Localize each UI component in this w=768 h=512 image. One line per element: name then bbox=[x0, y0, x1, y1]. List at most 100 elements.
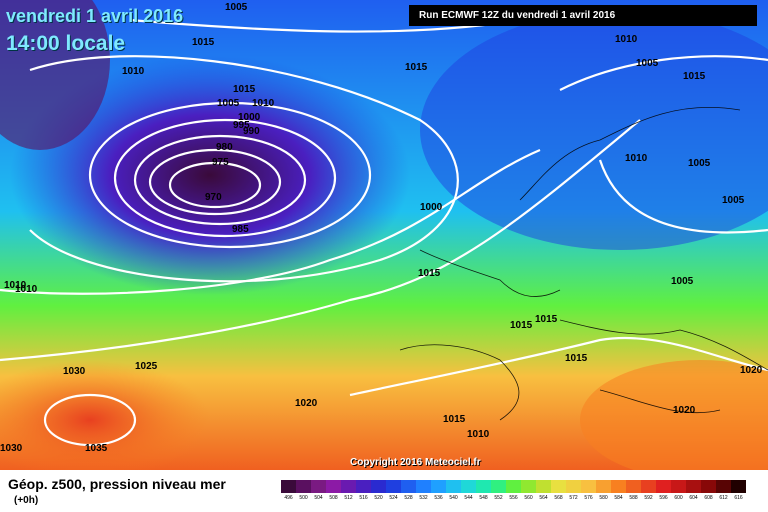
isobar-labels: 1005 1015 1010 1015 1010 1005 1015 1010 … bbox=[0, 2, 763, 454]
scale-tick-label: 528 bbox=[404, 495, 413, 500]
scale-swatch bbox=[641, 480, 656, 493]
geopotential-map: 1005 1015 1010 1015 1010 1005 1015 1010 … bbox=[0, 0, 768, 470]
scale-tick-label: 600 bbox=[674, 495, 683, 500]
scale-swatch bbox=[701, 480, 716, 493]
svg-text:1025: 1025 bbox=[135, 361, 158, 372]
scale-swatch bbox=[626, 480, 641, 493]
svg-text:1015: 1015 bbox=[192, 37, 215, 48]
svg-text:1005: 1005 bbox=[671, 276, 694, 287]
svg-text:1005: 1005 bbox=[636, 58, 659, 69]
svg-text:1015: 1015 bbox=[510, 320, 533, 331]
scale-swatch bbox=[596, 480, 611, 493]
scale-tick-label: 544 bbox=[464, 495, 473, 500]
scale-swatch bbox=[611, 480, 626, 493]
scale-tick-label: 552 bbox=[494, 495, 503, 500]
svg-text:1030: 1030 bbox=[63, 366, 86, 377]
scale-tick-label: 540 bbox=[449, 495, 458, 500]
scale-swatch bbox=[371, 480, 386, 493]
svg-text:970: 970 bbox=[205, 192, 222, 203]
scale-swatch bbox=[716, 480, 731, 493]
scale-tick-label: 508 bbox=[329, 495, 338, 500]
svg-text:1015: 1015 bbox=[535, 314, 558, 325]
svg-text:995: 995 bbox=[233, 120, 250, 131]
scale-tick-label: 520 bbox=[374, 495, 383, 500]
svg-text:1020: 1020 bbox=[295, 398, 318, 409]
scale-tick-label: 516 bbox=[359, 495, 368, 500]
scale-swatch bbox=[281, 480, 296, 493]
svg-text:975: 975 bbox=[212, 157, 229, 168]
scale-tick-label: 548 bbox=[479, 495, 488, 500]
svg-text:1010: 1010 bbox=[15, 284, 38, 295]
scale-tick-label: 612 bbox=[719, 495, 728, 500]
svg-text:1000: 1000 bbox=[420, 202, 443, 213]
scale-swatch bbox=[566, 480, 581, 493]
model-run-label: Run ECMWF 12Z du vendredi 1 avril 2016 bbox=[409, 5, 757, 26]
svg-text:1015: 1015 bbox=[683, 71, 706, 82]
scale-tick-label: 616 bbox=[734, 495, 743, 500]
scale-swatch bbox=[581, 480, 596, 493]
svg-text:1010: 1010 bbox=[122, 66, 145, 77]
scale-tick-label: 556 bbox=[509, 495, 518, 500]
scale-swatch bbox=[491, 480, 506, 493]
svg-text:1005: 1005 bbox=[722, 195, 745, 206]
scale-swatch bbox=[551, 480, 566, 493]
scale-swatch bbox=[446, 480, 461, 493]
svg-text:1015: 1015 bbox=[405, 62, 428, 73]
scale-swatch bbox=[686, 480, 701, 493]
coastlines bbox=[399, 107, 768, 421]
scale-tick-label: 500 bbox=[299, 495, 308, 500]
scale-tick-label: 592 bbox=[644, 495, 653, 500]
scale-tick-label: 588 bbox=[629, 495, 638, 500]
scale-swatch bbox=[311, 480, 326, 493]
copyright: Copyright 2016 Meteociel.fr bbox=[350, 457, 481, 468]
scale-swatch bbox=[416, 480, 431, 493]
scale-swatch bbox=[356, 480, 371, 493]
svg-text:1015: 1015 bbox=[443, 414, 466, 425]
scale-tick-label: 496 bbox=[284, 495, 293, 500]
svg-text:1020: 1020 bbox=[673, 405, 696, 416]
scale-tick-label: 504 bbox=[314, 495, 323, 500]
svg-text:1005: 1005 bbox=[217, 98, 240, 109]
scale-tick-label: 584 bbox=[614, 495, 623, 500]
scale-swatch bbox=[431, 480, 446, 493]
scale-tick-label: 512 bbox=[344, 495, 353, 500]
map-time: 14:00 locale bbox=[6, 32, 126, 55]
svg-text:980: 980 bbox=[216, 142, 233, 153]
svg-text:1015: 1015 bbox=[233, 84, 256, 95]
scale-swatch bbox=[656, 480, 671, 493]
scale-swatch bbox=[506, 480, 521, 493]
legend-subtitle: (+0h) bbox=[14, 495, 39, 506]
scale-tick-label: 524 bbox=[389, 495, 398, 500]
svg-text:1010: 1010 bbox=[467, 429, 490, 440]
scale-swatch bbox=[521, 480, 536, 493]
scale-tick-label: 580 bbox=[599, 495, 608, 500]
scale-tick-label: 604 bbox=[689, 495, 698, 500]
svg-text:1035: 1035 bbox=[85, 443, 108, 454]
svg-text:1005: 1005 bbox=[225, 2, 248, 13]
svg-text:1030: 1030 bbox=[0, 443, 23, 454]
scale-swatch bbox=[731, 480, 746, 493]
scale-swatch bbox=[296, 480, 311, 493]
high-pressure-area bbox=[0, 360, 210, 470]
isobars bbox=[0, 18, 768, 447]
scale-tick-label: 536 bbox=[434, 495, 443, 500]
svg-text:1020: 1020 bbox=[740, 365, 763, 376]
svg-text:985: 985 bbox=[232, 224, 249, 235]
svg-text:1010: 1010 bbox=[252, 98, 275, 109]
scale-swatch bbox=[326, 480, 341, 493]
scale-tick-label: 576 bbox=[584, 495, 593, 500]
svg-text:990: 990 bbox=[243, 126, 260, 137]
svg-text:1005: 1005 bbox=[688, 158, 711, 169]
scale-tick-label: 596 bbox=[659, 495, 668, 500]
svg-text:1015: 1015 bbox=[418, 268, 441, 279]
scale-swatch bbox=[476, 480, 491, 493]
scale-swatch bbox=[461, 480, 476, 493]
scale-tick-label: 572 bbox=[569, 495, 578, 500]
legend-title: Géop. z500, pression niveau mer bbox=[8, 476, 226, 492]
scale-swatch bbox=[341, 480, 356, 493]
scale-tick-label: 608 bbox=[704, 495, 713, 500]
scale-swatch bbox=[386, 480, 401, 493]
svg-text:1015: 1015 bbox=[565, 353, 588, 364]
scale-tick-label: 560 bbox=[524, 495, 533, 500]
